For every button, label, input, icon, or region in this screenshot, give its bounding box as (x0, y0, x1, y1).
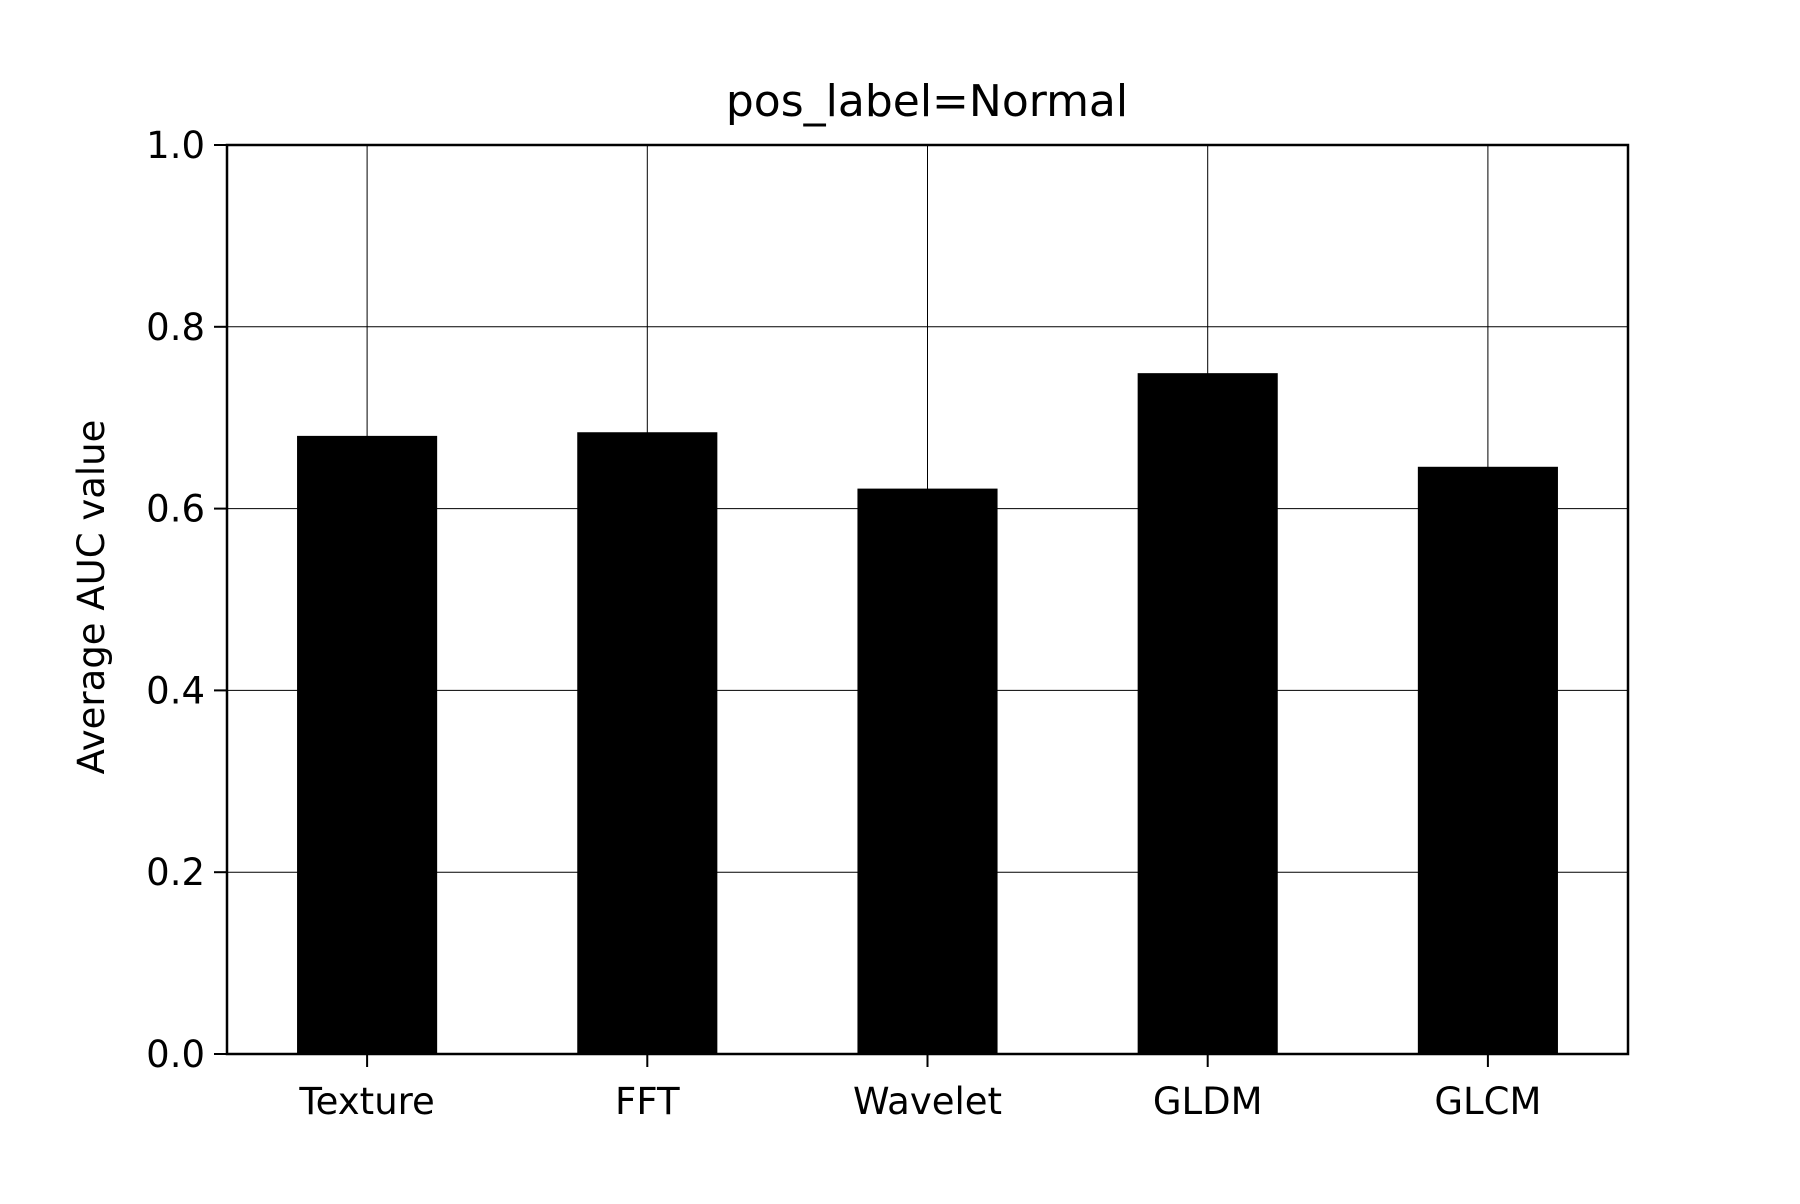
bar-glcm (1417, 466, 1558, 1054)
bar-texture (297, 435, 438, 1054)
bar-gldm (1137, 373, 1278, 1054)
x-tick-label: GLDM (1153, 1080, 1263, 1123)
y-tick-label: 0.0 (146, 1033, 205, 1076)
y-tick-label: 1.0 (146, 124, 205, 167)
x-tick-label: GLCM (1434, 1080, 1541, 1123)
x-tick-label: Wavelet (853, 1080, 1002, 1123)
y-tick-label: 0.6 (146, 488, 205, 531)
bar-wavelet (857, 488, 998, 1054)
ticks: 0.0 0.2 0.4 0.6 0.8 1.0 Texture FFT Wavelet GLDM G… (146, 124, 1541, 1123)
y-tick-label: 0.4 (146, 669, 205, 712)
x-tick-label: Texture (298, 1080, 434, 1123)
y-tick-label: 0.2 (146, 851, 205, 894)
bar-fft (577, 432, 718, 1054)
x-tick-label: FFT (615, 1080, 680, 1123)
chart-title: pos_label=Normal (726, 76, 1128, 127)
bars (297, 373, 1558, 1054)
y-tick-label: 0.8 (146, 306, 205, 349)
y-axis-label: Average AUC value (70, 420, 113, 775)
